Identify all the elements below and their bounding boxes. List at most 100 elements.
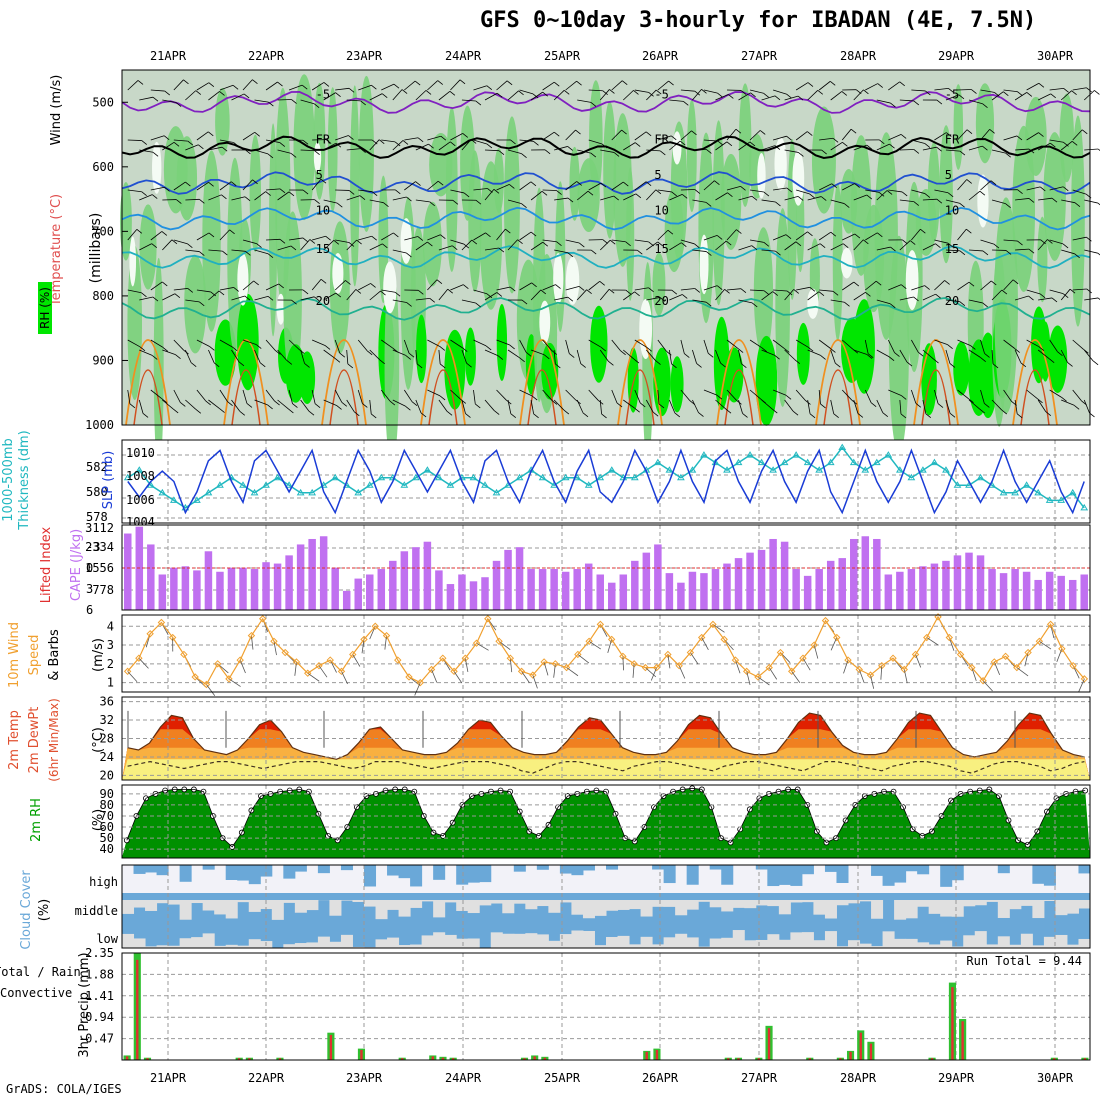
wind-barb-10m — [982, 680, 993, 692]
wind-barb-10m — [577, 654, 590, 664]
wind-barb — [645, 399, 654, 413]
wind-barb-flag — [601, 413, 607, 419]
wind-barb-flag — [255, 344, 262, 349]
wind-barb — [1049, 289, 1064, 295]
wind10-speed-label: Speed — [27, 635, 42, 676]
wind-barb-flag — [286, 360, 293, 365]
pressure-tick-500: 500 — [92, 95, 114, 109]
isotherm-10 — [121, 206, 1091, 231]
rh-cell-dry — [565, 256, 580, 305]
cape-bar — [124, 533, 132, 610]
rh-cell-high — [724, 347, 744, 403]
wind-barb — [484, 189, 495, 201]
wind-barb — [427, 339, 440, 347]
wind-barb-flag — [427, 241, 433, 247]
wind-barb — [1061, 199, 1076, 204]
wind-barb-10m — [294, 661, 297, 676]
wind-barb-flag — [1097, 252, 1100, 256]
wind-barb — [265, 339, 276, 351]
wind-barb-flag — [925, 90, 931, 96]
wind-barb — [311, 278, 322, 291]
wind-speed-point — [450, 667, 458, 676]
bottom-day-label-23APR: 23APR — [346, 1071, 383, 1085]
isotherm-surface-hot — [625, 369, 655, 426]
cloud-low-gap — [225, 944, 238, 948]
wind-barb — [450, 284, 464, 291]
wind-barb-flag — [563, 409, 570, 415]
thickness-series-point — [653, 458, 662, 466]
wind-barb — [381, 289, 396, 293]
cloud-low-gap — [871, 946, 884, 948]
wind-barb — [323, 92, 336, 101]
precip-convective-bar — [329, 1034, 333, 1060]
cloud-low-gap — [352, 946, 365, 948]
wind-barb — [1026, 186, 1041, 191]
wind-barb-flag — [449, 91, 456, 96]
wind-barb-flag — [151, 194, 158, 199]
wind-barb — [957, 281, 970, 291]
cloud-middle-gap — [340, 900, 353, 901]
cloud-middle-gap — [767, 900, 780, 907]
wind-barb — [254, 191, 266, 201]
cloud-low-gap — [824, 931, 837, 948]
wind-barb-flag — [509, 344, 515, 350]
wind-barb-flag — [913, 201, 920, 206]
isotherm-surface-hot — [1020, 369, 1050, 426]
cape-bar — [942, 560, 950, 610]
wind-barb-flag — [348, 135, 354, 140]
wind-barb — [369, 199, 384, 204]
rh-cell — [423, 201, 442, 287]
wind-barb — [991, 199, 1006, 205]
cloud-low-gap — [686, 937, 699, 948]
wind-barb — [427, 389, 441, 397]
cape-bar — [400, 551, 409, 610]
precip-convective-bar — [859, 1032, 862, 1060]
wind-barb-flag — [750, 92, 756, 98]
wind-barb — [864, 339, 869, 354]
cloud-low-gap — [744, 940, 757, 948]
temp-tick-24: 24 — [100, 750, 114, 764]
wind-barb-flag — [842, 141, 848, 147]
wind-barb — [830, 141, 843, 151]
cape-bar — [654, 544, 662, 610]
isotherm-label--5: -5 — [316, 87, 330, 101]
wind-barb-flag — [728, 94, 734, 99]
wind-barb-flag — [853, 281, 860, 287]
wind-barb — [519, 89, 534, 95]
wind-barb-flag — [183, 79, 189, 85]
wind-barb — [173, 288, 188, 291]
wind-barb-10m — [206, 684, 216, 696]
rh-cell-dry — [152, 141, 162, 194]
wind-barb-flag — [354, 411, 360, 417]
wind-barb-flag — [556, 190, 562, 195]
wind-barb — [887, 339, 895, 353]
wind-barb — [588, 339, 602, 348]
rh-cell-high — [670, 356, 684, 413]
wind-barb-flag — [1026, 92, 1033, 97]
isotherm-label--5: -5 — [654, 87, 668, 101]
wind-barb — [726, 339, 739, 349]
isotherm-label-20: 20 — [654, 294, 668, 308]
wind-barb — [623, 142, 636, 151]
wind-barb-flag — [959, 250, 966, 256]
wind-barb-flag — [180, 402, 186, 407]
wind-barb — [507, 239, 518, 251]
wind-barb-flag — [655, 189, 662, 195]
cloud-middle-gap — [1066, 900, 1079, 914]
wind-barb — [1061, 399, 1075, 406]
cloud-high-bar — [652, 865, 665, 870]
wind-barb-flag — [655, 89, 662, 95]
wind-barb-flag — [288, 191, 295, 197]
cloud-middle-gap — [548, 900, 561, 913]
cloud-low-gap — [1055, 934, 1068, 948]
rh-cell — [603, 101, 617, 239]
wind-barb-flag — [694, 288, 701, 293]
wind-barb — [726, 389, 737, 401]
rh-cell — [445, 106, 458, 272]
wind-barb-flag — [415, 181, 421, 186]
wind-barb — [738, 195, 753, 201]
rh-cell-dry — [383, 261, 397, 314]
wind-barb-flag — [1005, 250, 1012, 255]
wind-barb — [554, 296, 568, 301]
wind-barb — [265, 389, 275, 402]
